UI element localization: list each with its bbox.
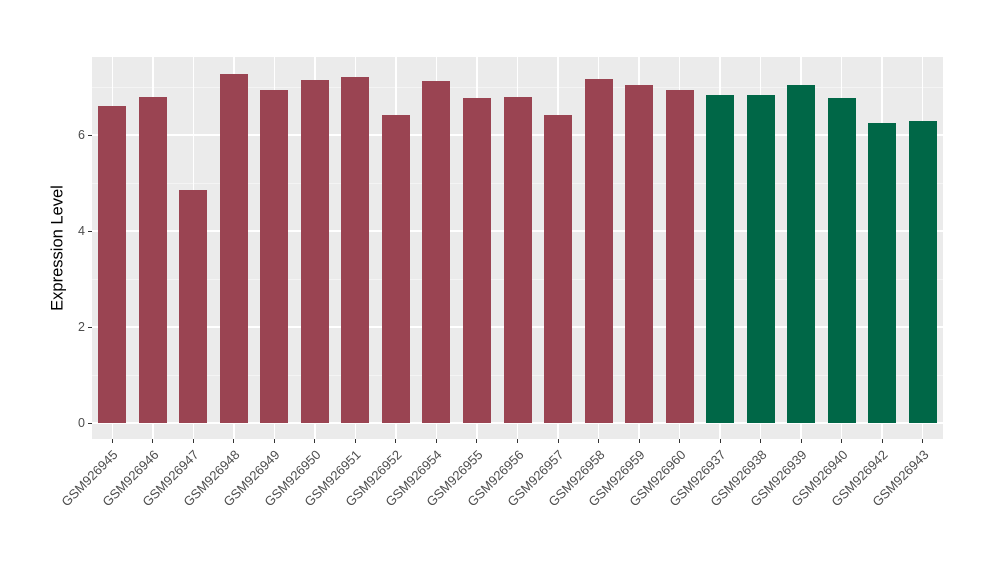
y-tick-mark (88, 230, 92, 232)
x-tick-mark (557, 439, 559, 443)
bar-GSM926952 (381, 115, 410, 424)
y-tick-mark (88, 134, 92, 136)
bar-GSM926958 (584, 79, 613, 424)
bar-GSM926946 (138, 96, 167, 424)
bar-GSM926951 (341, 77, 370, 424)
x-tick-mark (598, 439, 600, 443)
bar-GSM926947 (179, 190, 208, 424)
x-tick-mark (233, 439, 235, 443)
x-tick-mark (881, 439, 883, 443)
bar-GSM926949 (260, 89, 289, 424)
y-tick-mark (88, 326, 92, 328)
y-tick-mark (88, 422, 92, 424)
plot-panel (92, 57, 943, 439)
y-tick-label: 6 (78, 127, 85, 142)
y-tick-label: 0 (78, 415, 85, 430)
bar-GSM926937 (706, 95, 735, 424)
bar-GSM926948 (219, 74, 248, 424)
x-tick-mark (152, 439, 154, 443)
x-tick-mark (719, 439, 721, 443)
bar-GSM926956 (503, 97, 532, 424)
bar-GSM926939 (787, 85, 816, 424)
x-tick-mark (435, 439, 437, 443)
x-tick-mark (922, 439, 924, 443)
bar-GSM926950 (300, 80, 329, 424)
x-tick-mark (314, 439, 316, 443)
y-tick-label: 2 (78, 319, 85, 334)
bar-GSM926938 (746, 95, 775, 424)
bar-GSM926940 (827, 98, 856, 424)
x-tick-mark (192, 439, 194, 443)
bar-GSM926960 (665, 90, 694, 424)
x-tick-mark (800, 439, 802, 443)
bar-GSM926943 (908, 121, 937, 424)
bar-GSM926959 (625, 85, 654, 424)
x-tick-mark (273, 439, 275, 443)
x-tick-mark (638, 439, 640, 443)
bar-GSM926954 (422, 80, 451, 424)
x-tick-mark (354, 439, 356, 443)
x-tick-mark (841, 439, 843, 443)
bar-GSM926942 (868, 123, 897, 424)
x-tick-mark (679, 439, 681, 443)
x-tick-mark (476, 439, 478, 443)
x-tick-mark (760, 439, 762, 443)
x-tick-mark (111, 439, 113, 443)
x-tick-mark (395, 439, 397, 443)
y-tick-label: 4 (78, 223, 85, 238)
bar-GSM926945 (98, 106, 127, 424)
bar-GSM926957 (544, 115, 573, 424)
x-tick-mark (517, 439, 518, 443)
y-axis-title: Expression Level (48, 185, 67, 311)
bar-GSM926955 (462, 98, 491, 424)
